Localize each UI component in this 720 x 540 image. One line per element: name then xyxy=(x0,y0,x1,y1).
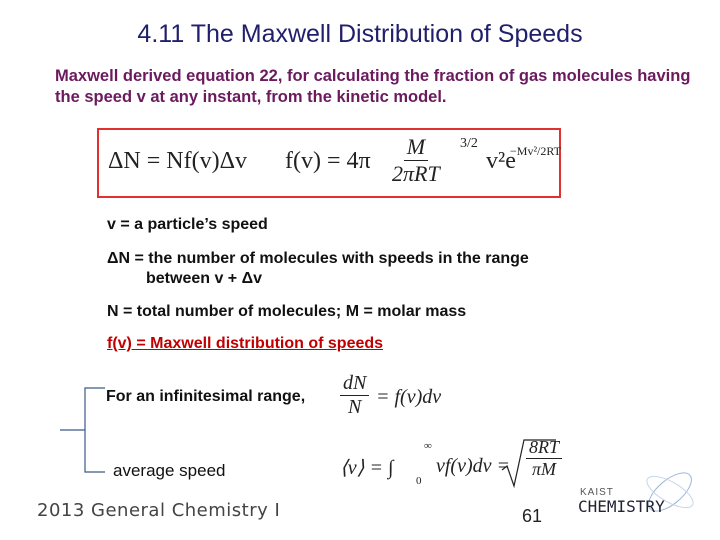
denominator: πM xyxy=(532,459,557,479)
definition: between v + Δv xyxy=(146,270,262,287)
page-number: 61 xyxy=(522,506,543,526)
eq3-integrand: vf(v)dv = xyxy=(436,455,511,477)
logo-swirl xyxy=(646,472,694,512)
fraction: dN N xyxy=(340,372,370,419)
numerator: 8RT xyxy=(526,437,563,459)
eq3-lower: 0 xyxy=(416,475,422,487)
equation-box xyxy=(97,128,561,198)
eq3-frac: 8RT πM xyxy=(526,437,563,480)
fraction: M 2πRT xyxy=(392,134,440,187)
definition: f(v) = Maxwell distribution of speeds xyxy=(107,335,384,352)
intro-text: Maxwell derived equation 22, for calcula… xyxy=(55,67,691,106)
equation-left: ΔN = Nf(v)Δv xyxy=(108,148,248,174)
numerator: dN xyxy=(340,372,370,396)
eq-tail: v²e xyxy=(486,148,516,174)
eq3-lhs: ⟨v⟩ = ∫ xyxy=(340,457,394,479)
eq-exponent: −Mv²/2RT xyxy=(510,144,561,158)
definition: N = total number of molecules; M = molar… xyxy=(107,303,467,320)
average-label: average speed xyxy=(113,461,226,480)
fraction: 8RT πM xyxy=(526,437,563,480)
sqrt-sign xyxy=(501,439,556,489)
denominator: N xyxy=(348,396,362,418)
eq2-rhs: = f(v)dv xyxy=(376,386,442,408)
eq-frac: M 2πRT xyxy=(392,134,440,187)
denominator: 2πRT xyxy=(392,161,440,186)
eq-power: 3/2 xyxy=(460,136,478,151)
logo-top: KAIST xyxy=(580,487,614,498)
slide-title: 4.11 The Maxwell Distribution of Speeds xyxy=(137,20,583,48)
logo-bottom: CHEMISTRY xyxy=(578,497,665,516)
footer: 2013 General Chemistry I xyxy=(37,500,281,521)
definition: v = a particle’s speed xyxy=(107,216,268,233)
eq2-frac: dN N xyxy=(340,372,370,419)
eq3-upper: ∞ xyxy=(424,440,432,452)
bracket xyxy=(60,387,105,473)
definition: ΔN = the number of molecules with speeds… xyxy=(107,250,529,267)
infinitesimal-label: For an infinitesimal range, xyxy=(106,388,306,405)
numerator: M xyxy=(403,134,429,161)
equation-f: f(v) = 4π xyxy=(285,148,371,174)
